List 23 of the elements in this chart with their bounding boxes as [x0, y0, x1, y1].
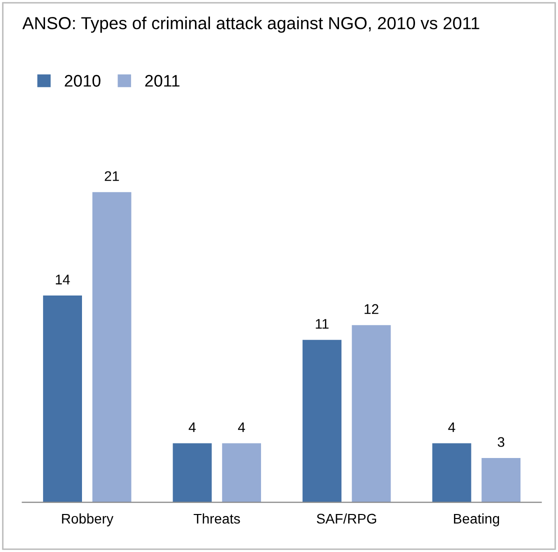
bar	[352, 325, 391, 502]
data-label: 4	[448, 422, 456, 432]
data-label: 4	[238, 422, 246, 432]
legend-label: 2011	[145, 74, 180, 87]
bar	[43, 296, 82, 502]
bar	[482, 458, 520, 502]
bar	[222, 443, 262, 502]
data-label: 4	[188, 422, 196, 432]
bar	[92, 192, 132, 502]
x-tick-label: Beating	[454, 513, 500, 526]
data-label: 14	[56, 274, 70, 284]
data-label: 12	[364, 304, 378, 314]
data-label: 3	[498, 437, 504, 447]
legend-label: 2010	[64, 74, 100, 87]
data-label: 11	[316, 319, 329, 329]
chart-title: ANSO: Types of criminal attack against NGO, 2010 vs 2011	[22, 16, 480, 33]
bar	[432, 443, 472, 502]
bar	[172, 443, 212, 502]
x-tick-label: SAF/RPG	[316, 513, 376, 524]
x-tick-label: Robbery	[62, 513, 114, 526]
data-label: 21	[104, 171, 119, 181]
bar	[302, 340, 342, 502]
x-tick-label: Threats	[194, 513, 240, 524]
